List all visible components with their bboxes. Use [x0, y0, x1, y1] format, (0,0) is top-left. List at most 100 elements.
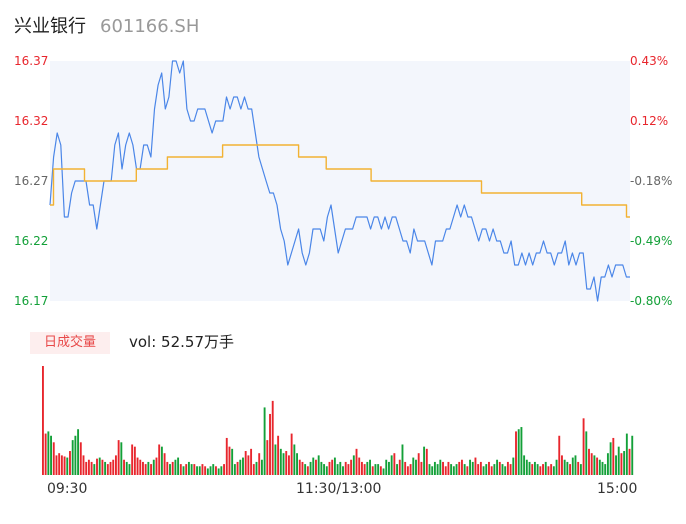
volume-bar — [358, 457, 361, 475]
volume-bar — [447, 461, 450, 475]
volume-bar — [482, 466, 485, 475]
volume-bar — [217, 468, 220, 475]
volume-bar — [388, 461, 390, 475]
x-tick-midday: 11:30/13:00 — [296, 481, 382, 497]
volume-bar — [625, 433, 628, 475]
volume-bar — [520, 427, 523, 475]
volume-bar — [152, 459, 155, 475]
y-tick-left: 16.22 — [14, 234, 48, 248]
volume-bar — [412, 457, 415, 475]
volume-bar — [501, 464, 504, 475]
stock-header: 兴业银行 601166.SH — [14, 12, 199, 40]
y-tick-right: 0.43% — [630, 54, 668, 68]
volume-bar — [350, 459, 353, 475]
volume-bar — [266, 440, 269, 475]
volume-bar — [352, 455, 355, 475]
volume-bar — [315, 459, 317, 475]
volume-bar — [469, 459, 471, 475]
volume-bar — [542, 464, 544, 475]
volume-bar — [533, 461, 536, 475]
volume-bar — [304, 464, 307, 475]
volume-bar — [109, 461, 112, 475]
volume-bar — [623, 451, 626, 475]
volume-bar — [247, 455, 250, 475]
y-tick-left: 16.37 — [14, 54, 48, 68]
volume-bar — [215, 466, 217, 475]
volume-bar — [347, 464, 350, 475]
volume-bar — [631, 435, 634, 475]
volume-bar — [87, 459, 90, 475]
volume-bar — [296, 453, 298, 475]
volume-bar — [158, 444, 161, 475]
volume-bar — [593, 455, 596, 475]
daily-volume-badge[interactable]: 日成交量 — [30, 332, 110, 354]
volume-bar — [398, 459, 401, 475]
volume-bar — [228, 446, 231, 475]
y-tick-right: -0.49% — [630, 234, 672, 248]
volume-bar — [125, 461, 128, 475]
volume-bar — [571, 457, 574, 475]
volume-bar — [66, 457, 69, 475]
volume-bar — [528, 461, 531, 475]
volume-bar — [377, 464, 380, 475]
volume-bar — [104, 461, 107, 475]
volume-bar — [596, 457, 599, 475]
volume-bar — [515, 431, 517, 475]
volume-bar — [477, 464, 480, 475]
volume-bar — [396, 464, 399, 475]
volume-bar — [142, 461, 144, 475]
volume-bar — [55, 455, 58, 475]
volume-bar — [485, 464, 488, 475]
volume-bar — [98, 457, 101, 475]
volume-bar — [409, 464, 412, 475]
volume-bar — [144, 464, 147, 475]
volume-bar — [379, 466, 382, 475]
volume-bar — [233, 464, 236, 475]
volume-bar — [425, 448, 428, 475]
volume-bar — [82, 455, 85, 475]
volume-bar — [574, 455, 577, 475]
volume-bar — [609, 442, 612, 475]
volume-bar — [317, 455, 320, 475]
volume-bar — [150, 464, 153, 475]
volume-bar — [179, 464, 182, 475]
volume-bar — [258, 453, 261, 475]
volume-bar — [290, 433, 293, 475]
volume-bar — [212, 464, 215, 475]
volume-bar — [128, 464, 131, 475]
volume-bar — [93, 464, 96, 475]
volume-bar — [496, 459, 499, 475]
stock-name: 兴业银行 — [14, 16, 86, 37]
volume-bar — [293, 444, 296, 475]
volume-bar — [612, 437, 615, 475]
volume-bar — [60, 455, 63, 475]
volume-bar — [550, 464, 553, 475]
volume-bar — [461, 459, 463, 475]
volume-bar — [369, 459, 371, 475]
volume-bar — [444, 466, 447, 475]
volume-bar — [252, 464, 255, 475]
volume-bar — [306, 466, 309, 475]
volume-bar — [552, 466, 555, 475]
volume-bar — [436, 464, 439, 475]
volume-bar — [536, 464, 539, 475]
volume-bar — [355, 448, 358, 475]
volume-bar — [47, 431, 50, 475]
volume-bar — [490, 466, 493, 475]
volume-bar — [506, 461, 509, 475]
average-price-line — [50, 144, 630, 218]
volume-bar — [79, 442, 82, 475]
volume-bar — [450, 464, 453, 475]
volume-bar — [163, 453, 166, 475]
volume-bar — [42, 366, 44, 475]
volume-bar — [136, 457, 139, 475]
volume-bar — [517, 429, 520, 475]
y-tick-right: -0.80% — [630, 294, 672, 308]
volume-bar — [274, 444, 277, 475]
volume-bar — [601, 461, 604, 475]
volume-bar — [566, 461, 569, 475]
volume-bar — [185, 464, 188, 475]
volume-bar — [471, 461, 474, 475]
volume-bar — [417, 453, 420, 475]
